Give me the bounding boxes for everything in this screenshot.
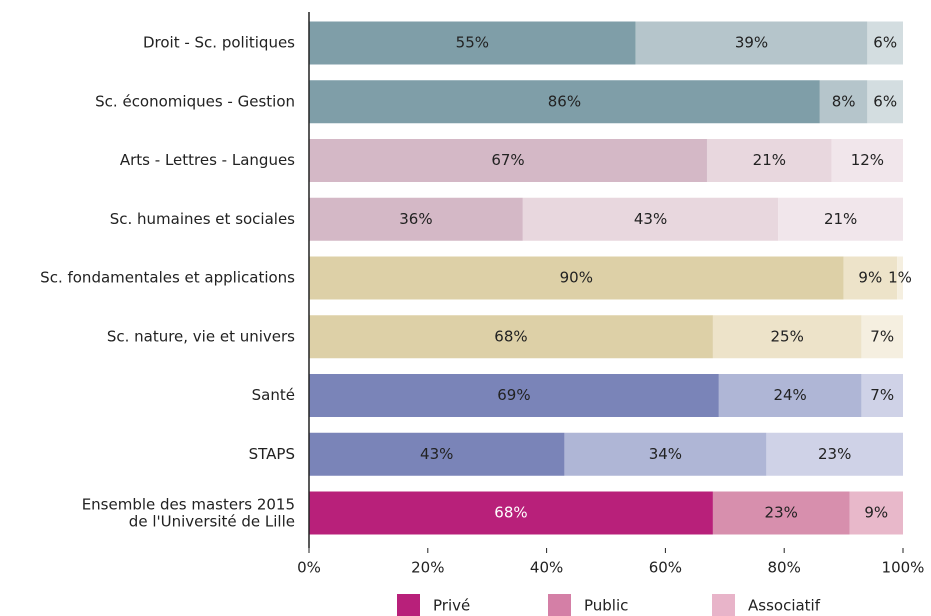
category-label-line: de l'Université de Lille bbox=[129, 512, 295, 530]
value-label: 69% bbox=[497, 386, 530, 404]
bar-segment bbox=[309, 374, 719, 417]
bar-segment bbox=[309, 197, 523, 241]
value-label: 7% bbox=[870, 386, 894, 404]
bar-segment bbox=[712, 491, 850, 535]
bar-segment bbox=[309, 139, 707, 182]
value-label: 6% bbox=[873, 34, 897, 52]
category-label: Droit - Sc. politiques bbox=[143, 34, 295, 52]
bar-segment bbox=[635, 21, 868, 65]
bar-segment bbox=[831, 139, 903, 182]
value-label: 1% bbox=[888, 269, 912, 287]
value-label: 55% bbox=[456, 34, 489, 52]
category-label: Sc. humaines et sociales bbox=[110, 210, 295, 228]
bar-segment bbox=[861, 374, 903, 417]
bar-segment bbox=[309, 256, 844, 300]
value-label: 68% bbox=[494, 327, 527, 345]
x-tick-label: 60% bbox=[649, 559, 682, 577]
value-label: 9% bbox=[864, 504, 888, 522]
value-label: 25% bbox=[770, 327, 803, 345]
value-label: 24% bbox=[773, 386, 806, 404]
category-label: Santé bbox=[252, 386, 295, 404]
legend-swatch bbox=[712, 594, 735, 616]
x-tick-label: 100% bbox=[882, 559, 925, 577]
legend-label: Public bbox=[584, 597, 628, 615]
bar-segment bbox=[897, 256, 903, 300]
category-label: Sc. économiques - Gestion bbox=[95, 92, 295, 110]
value-label: 90% bbox=[560, 269, 593, 287]
bar-segment bbox=[867, 21, 903, 65]
legend-swatch bbox=[397, 594, 420, 616]
bar-segment bbox=[718, 374, 862, 417]
value-label: 23% bbox=[765, 504, 798, 522]
value-label: 23% bbox=[818, 445, 851, 463]
value-label: 21% bbox=[824, 210, 857, 228]
value-label: 34% bbox=[649, 445, 682, 463]
category-label: Ensemble des masters 2015 de l'Université… bbox=[82, 495, 295, 530]
bar-segment bbox=[309, 80, 820, 124]
legend-label: Privé bbox=[433, 597, 470, 615]
bar-segment bbox=[309, 491, 713, 535]
bar-segment bbox=[843, 256, 898, 300]
bar-segment bbox=[861, 315, 903, 359]
category-label: STAPS bbox=[249, 445, 295, 463]
value-label: 6% bbox=[873, 92, 897, 110]
x-tick-label: 40% bbox=[530, 559, 563, 577]
bar-segment bbox=[819, 80, 868, 124]
category-label: Sc. fondamentales et applications bbox=[40, 269, 295, 287]
legend-swatch bbox=[548, 594, 571, 616]
value-label: 36% bbox=[399, 210, 432, 228]
x-tick-label: 20% bbox=[411, 559, 444, 577]
bar-segment bbox=[867, 80, 903, 124]
bar-segment bbox=[309, 21, 636, 65]
value-label: 43% bbox=[420, 445, 453, 463]
x-tick-label: 80% bbox=[768, 559, 801, 577]
category-label-line: Ensemble des masters 2015 bbox=[82, 495, 295, 513]
bar-segment bbox=[849, 491, 903, 535]
value-label: 67% bbox=[491, 151, 524, 169]
value-label: 21% bbox=[753, 151, 786, 169]
value-label: 39% bbox=[735, 34, 768, 52]
value-label: 12% bbox=[851, 151, 884, 169]
bar-segment bbox=[706, 139, 832, 182]
x-tick-label: 0% bbox=[297, 559, 321, 577]
value-label: 7% bbox=[870, 327, 894, 345]
category-label: Sc. nature, vie et univers bbox=[107, 327, 295, 345]
bar-segment bbox=[766, 432, 903, 476]
bar-segment bbox=[712, 315, 862, 359]
category-label: Arts - Lettres - Langues bbox=[120, 151, 295, 169]
bar-segment bbox=[309, 315, 713, 359]
legend-label: Associatif bbox=[748, 597, 821, 615]
value-label: 86% bbox=[548, 92, 581, 110]
value-label: 43% bbox=[634, 210, 667, 228]
value-label: 8% bbox=[832, 92, 856, 110]
bar-segment bbox=[522, 197, 779, 241]
value-label: 68% bbox=[494, 504, 527, 522]
bar-segment bbox=[564, 432, 767, 476]
bar-segment bbox=[309, 432, 565, 476]
bar-segment bbox=[778, 197, 903, 241]
value-label: 9% bbox=[858, 269, 882, 287]
